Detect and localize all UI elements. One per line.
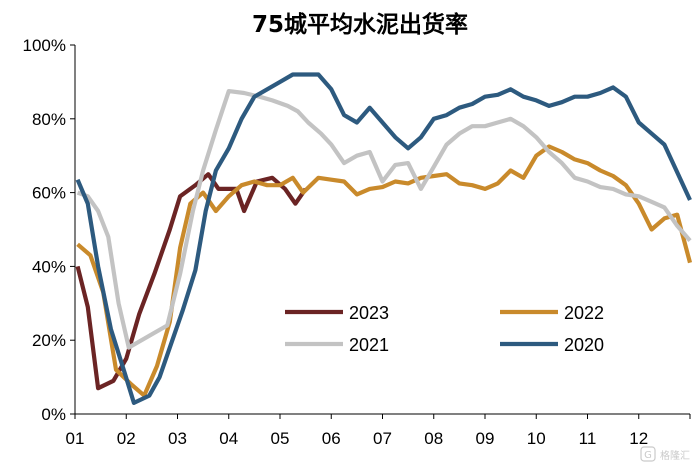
x-tick-label: 10 xyxy=(527,429,546,448)
legend: 2023 2022 2021 2020 xyxy=(285,303,604,355)
x-tick-label: 12 xyxy=(629,429,648,448)
series-line-2022 xyxy=(76,144,692,398)
y-tick-label: 0% xyxy=(41,405,66,424)
series-lines xyxy=(75,72,692,405)
x-tick-label: 03 xyxy=(168,429,187,448)
y-axis-ticks: 0% 20% 40% 60% 80% 100% xyxy=(23,36,75,424)
series-line-2021 xyxy=(76,89,692,350)
x-tick-label: 02 xyxy=(117,429,136,448)
y-tick-label: 60% xyxy=(32,184,66,203)
axes xyxy=(74,45,690,415)
x-tick-label: 08 xyxy=(424,429,443,448)
watermark: G 格隆汇 xyxy=(640,446,690,462)
x-tick-label: 09 xyxy=(476,429,495,448)
y-tick-label: 20% xyxy=(32,331,66,350)
legend-label-2021: 2021 xyxy=(349,335,389,355)
x-tick-label: 07 xyxy=(373,429,392,448)
y-tick-label: 80% xyxy=(32,110,66,129)
legend-label-2022: 2022 xyxy=(564,303,604,323)
x-tick-label: 11 xyxy=(579,429,597,448)
watermark-text: 格隆汇 xyxy=(660,449,690,462)
x-tick-label: 06 xyxy=(322,429,341,448)
x-tick-label: 01 xyxy=(66,429,85,448)
x-axis-ticks: 01 02 03 04 05 06 07 08 09 10 11 12 xyxy=(66,414,691,448)
y-tick-label: 40% xyxy=(32,257,66,276)
series-line-2023 xyxy=(75,172,308,391)
logo-g-icon xyxy=(640,446,656,462)
x-tick-label: 05 xyxy=(271,429,290,448)
legend-label-2023: 2023 xyxy=(349,303,389,323)
series-line-2020 xyxy=(75,72,692,405)
chart-title: 75城平均水泥出货率 xyxy=(252,11,468,38)
x-tick-label: 04 xyxy=(219,429,238,448)
logo-g-letter: G xyxy=(644,450,652,461)
y-tick-label: 100% xyxy=(23,36,66,55)
legend-label-2020: 2020 xyxy=(564,335,604,355)
